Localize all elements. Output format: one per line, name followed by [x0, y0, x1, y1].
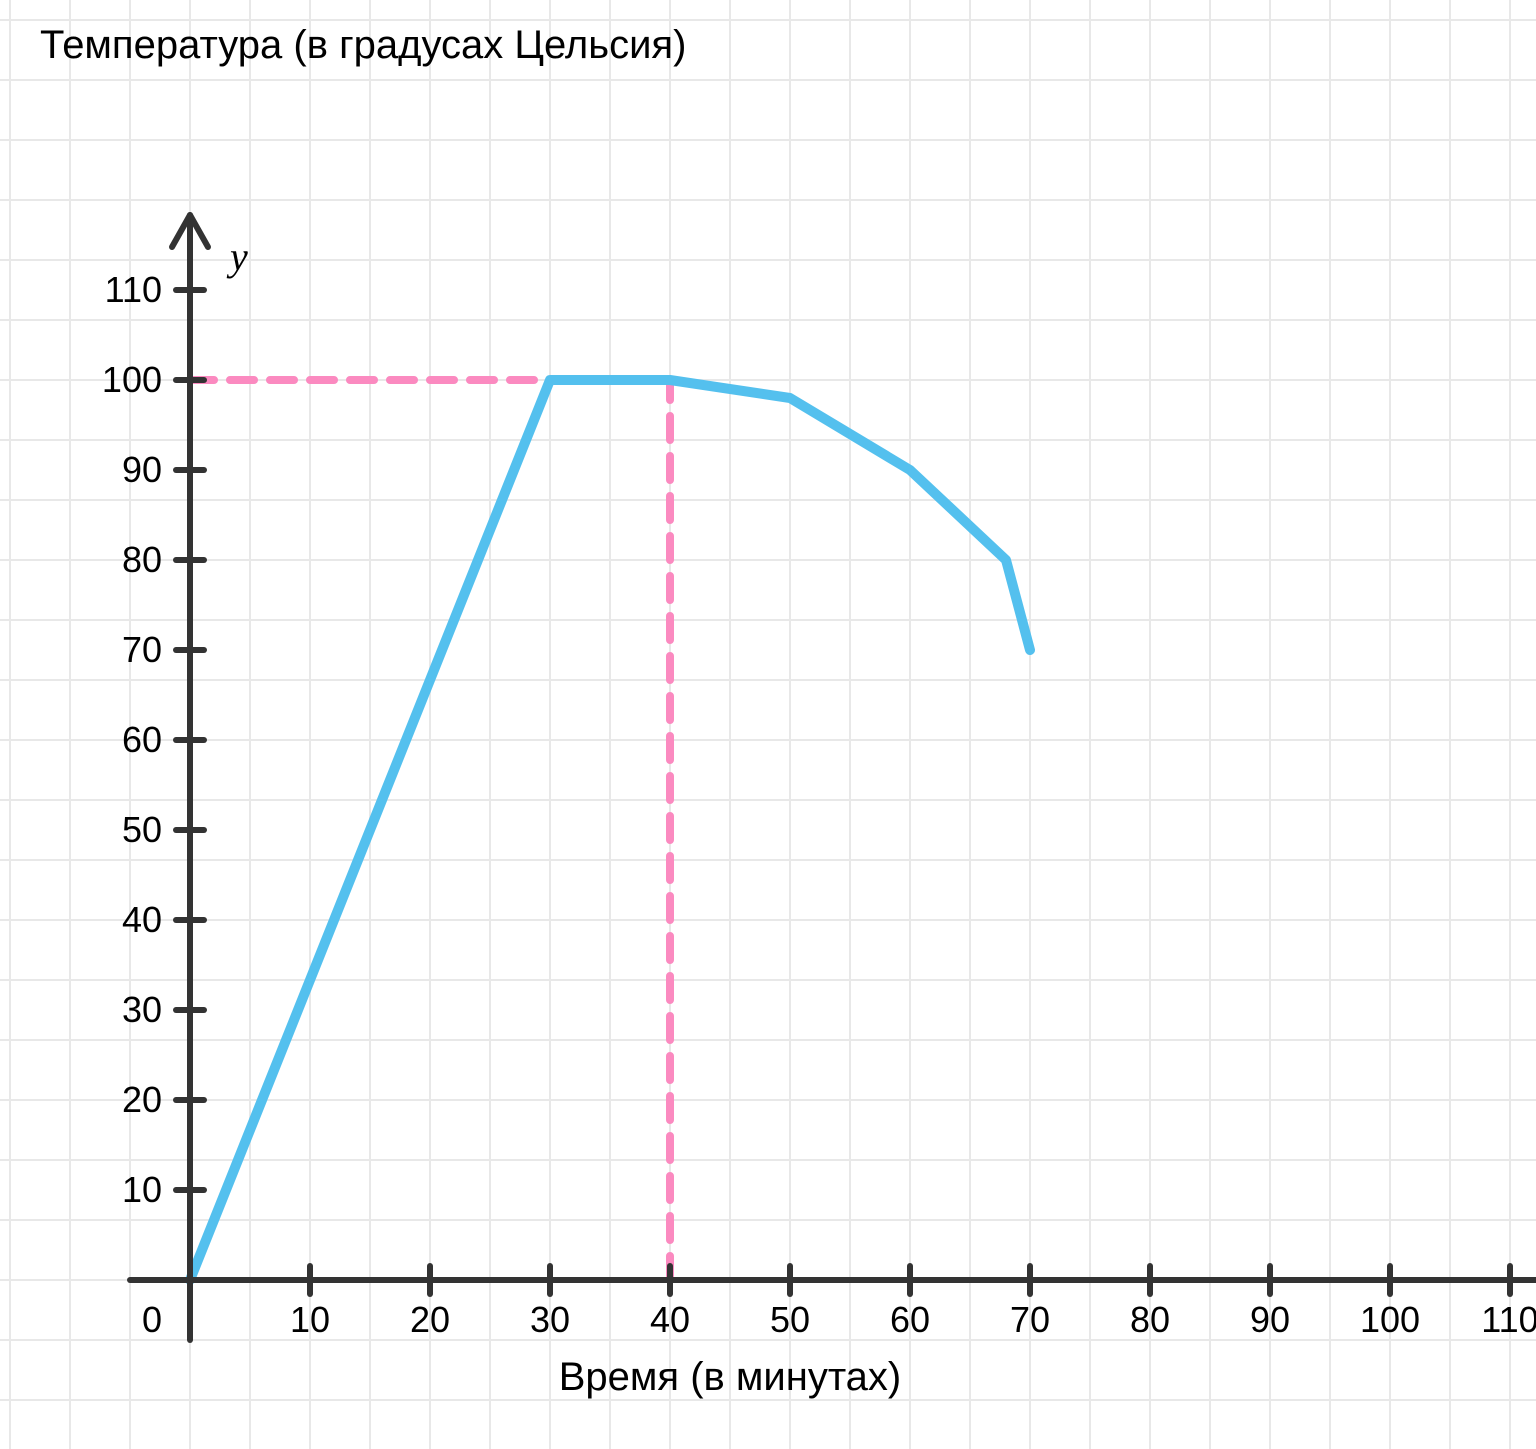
x-tick-label: 30	[530, 1299, 570, 1340]
y-tick-label: 10	[122, 1169, 162, 1210]
x-tick-label: 80	[1130, 1299, 1170, 1340]
y-tick-label: 50	[122, 809, 162, 850]
x-tick-label: 90	[1250, 1299, 1290, 1340]
y-tick-label: 60	[122, 719, 162, 760]
origin-label: 0	[142, 1299, 162, 1340]
x-tick-label: 70	[1010, 1299, 1050, 1340]
chart-svg: 10 20 30 40 50 60 70 80 90 100 110 10 20 30 40 50 60 70 80…	[0, 0, 1536, 1449]
y-tick-label: 90	[122, 449, 162, 490]
y-tick-label: 30	[122, 989, 162, 1030]
chart-title-top: Температура (в градусах Цельсия)	[40, 23, 686, 67]
chart-title-bottom: Время (в минутах)	[559, 1355, 902, 1399]
x-tick-label: 100	[1360, 1299, 1420, 1340]
y-tick-label: 20	[122, 1079, 162, 1120]
y-tick-label: 80	[122, 539, 162, 580]
x-tick-label: 50	[770, 1299, 810, 1340]
x-tick-label: 60	[890, 1299, 930, 1340]
y-tick-label: 70	[122, 629, 162, 670]
y-tick-label: 100	[102, 359, 162, 400]
line-chart: 10 20 30 40 50 60 70 80 90 100 110 10 20 30 40 50 60 70 80…	[0, 0, 1536, 1449]
y-axis-label: y	[226, 234, 248, 279]
x-tick-label: 110	[1481, 1299, 1536, 1340]
x-tick-label: 40	[650, 1299, 690, 1340]
x-tick-label: 10	[290, 1299, 330, 1340]
chart-background	[0, 0, 1536, 1449]
y-tick-label: 40	[122, 899, 162, 940]
x-tick-label: 20	[410, 1299, 450, 1340]
y-tick-label: 110	[105, 269, 162, 310]
